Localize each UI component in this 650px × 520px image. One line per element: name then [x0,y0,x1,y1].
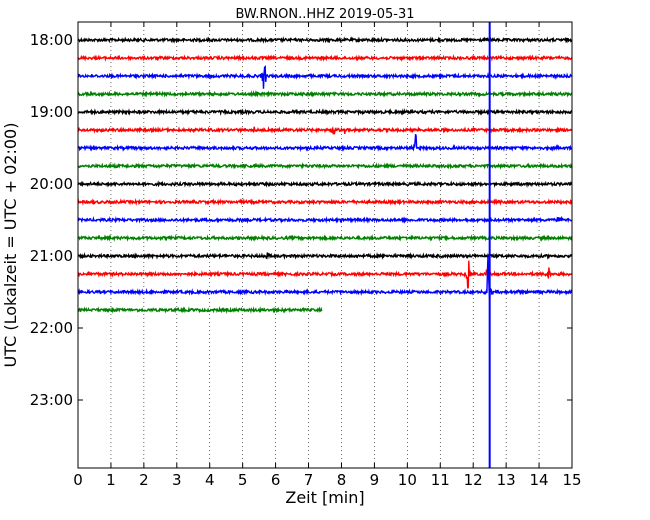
x-tick-label: 6 [271,471,281,489]
plot-frame [77,21,573,469]
y-axis: 18:00 19:00 20:00 21:00 22:00 23:00 [30,31,572,409]
x-tick-label: 10 [398,471,417,489]
x-tick-label: 9 [370,471,380,489]
y-tick-label: 20:00 [30,175,73,193]
x-tick-label: 4 [205,471,215,489]
y-axis-label: UTC (Lokalzeit = UTC + 02:00) [1,123,20,368]
y-tick-label: 19:00 [30,103,73,121]
x-tick-label: 3 [172,471,182,489]
x-axis: 0 1 2 3 4 5 6 7 8 9 10 11 12 13 14 15 [73,22,582,489]
trace-1800 [77,36,573,44]
y-tick-label: 23:00 [30,391,73,409]
x-tick-label: 0 [73,471,83,489]
x-tick-label: 5 [238,471,248,489]
x-tick-label: 7 [304,471,314,489]
x-tick-label: 13 [497,471,516,489]
y-tick-label: 22:00 [30,319,73,337]
x-tick-label: 1 [106,471,116,489]
chart-title: BW.RNON..HHZ 2019-05-31 [235,7,414,22]
x-tick-label: 14 [530,471,549,489]
y-tick-label: 18:00 [30,31,73,49]
x-tick-label: 2 [139,471,149,489]
y-tick-label: 21:00 [30,247,73,265]
x-tick-label: 8 [337,471,347,489]
trace-2145 [77,306,323,315]
x-tick-label: 11 [431,471,450,489]
x-axis-label: Zeit [min] [285,488,364,507]
x-tick-label: 12 [464,471,483,489]
x-tick-label: 15 [562,471,581,489]
plot-background [78,22,572,468]
